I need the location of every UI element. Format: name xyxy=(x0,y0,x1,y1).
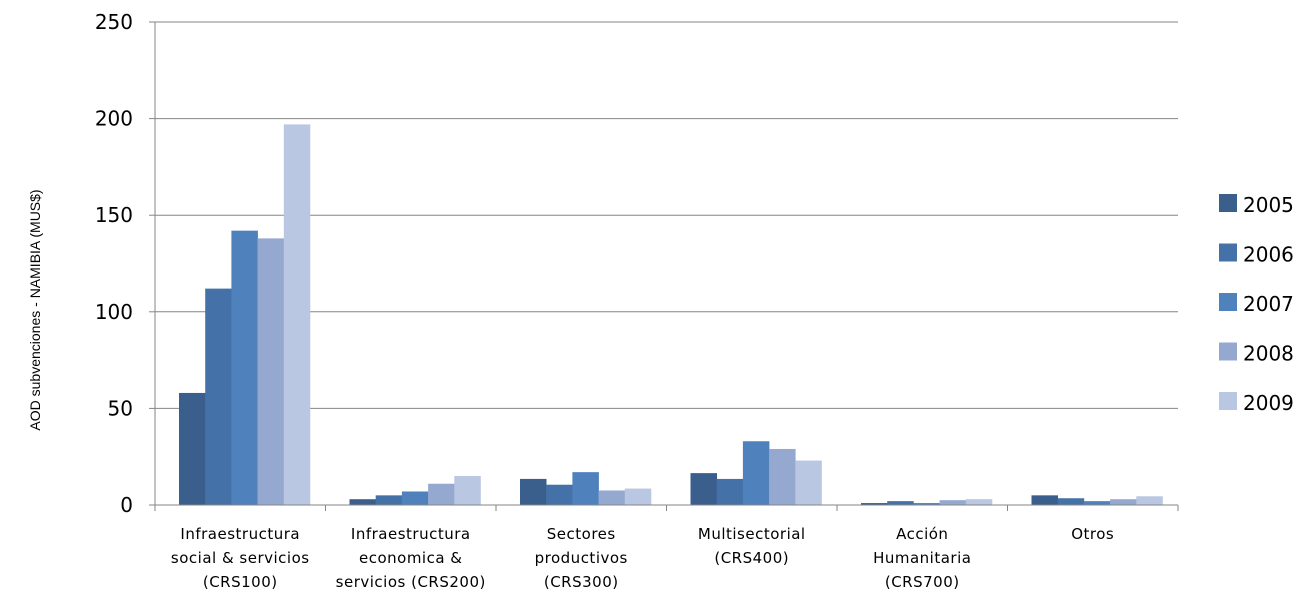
x-category-labels: Infraestructura social & servicios (CRS100… xyxy=(171,525,1114,591)
bar-2008-1 xyxy=(428,483,455,505)
legend-label-2007: 2007 xyxy=(1243,292,1294,316)
bar-2005-1 xyxy=(349,499,376,505)
bar-2007-3 xyxy=(742,441,770,505)
x-category-label-line: economica & xyxy=(359,549,463,567)
x-category-label-line: social & servicios xyxy=(171,549,310,567)
bar-2009-2 xyxy=(624,488,652,505)
bar-2008-2 xyxy=(598,490,626,505)
bar-2007-4 xyxy=(913,503,940,505)
bar-2008-0 xyxy=(257,238,285,505)
x-category-label: Infraestructura economica & servicios (CRS… xyxy=(336,525,486,591)
x-category-label: Multisectorial (CRS400) xyxy=(698,525,806,567)
legend-label-2006: 2006 xyxy=(1243,243,1294,267)
x-category-label: Infraestructura social & servicios (CRS100… xyxy=(171,525,310,591)
gridlines xyxy=(155,21,1178,409)
x-category-label-line: Sectores xyxy=(547,525,616,543)
bar-2007-2 xyxy=(572,472,599,505)
axes xyxy=(149,21,1179,511)
x-category-label: Sectores productivos (CRS300) xyxy=(535,525,628,591)
legend-swatch-2006 xyxy=(1219,243,1237,262)
bar-2005-5 xyxy=(1031,495,1058,505)
bar-2005-4 xyxy=(861,503,888,505)
y-tick-label: 250 xyxy=(95,10,133,34)
y-tick-label: 200 xyxy=(95,107,133,131)
legend-label-2009: 2009 xyxy=(1243,391,1294,415)
x-category-label-line: Humanitaria xyxy=(873,549,971,567)
bar-2009-3 xyxy=(795,460,822,505)
x-category-label-line: servicios (CRS200) xyxy=(336,573,486,591)
bar-2009-1 xyxy=(454,476,481,505)
x-category-label: Acción Humanitaria (CRS700) xyxy=(873,525,971,591)
bar-2008-3 xyxy=(769,448,796,505)
bar-2005-2 xyxy=(520,478,547,505)
bar-2007-1 xyxy=(401,491,429,505)
legend-swatch-2005 xyxy=(1219,194,1237,212)
x-category-label-line: Acción xyxy=(896,525,948,543)
legend: 2005 2006 2007 2008 2009 xyxy=(1219,193,1294,415)
y-tick-label: 100 xyxy=(95,300,133,324)
x-category-label-line: Otros xyxy=(1071,525,1114,543)
legend-swatch-2009 xyxy=(1219,392,1237,410)
x-category-label-line: productivos xyxy=(535,549,628,567)
y-axis-label: AOD subvenciones - NAMIBIA (MUS$) xyxy=(27,189,43,430)
x-category-label-line: (CRS300) xyxy=(544,573,619,591)
bars xyxy=(179,124,1163,505)
bar-2009-0 xyxy=(283,124,311,505)
bar-2008-5 xyxy=(1110,499,1137,505)
bar-2005-3 xyxy=(690,473,717,505)
x-category-label-line: (CRS100) xyxy=(203,573,278,591)
x-category-label-line: Infraestructura xyxy=(180,525,300,543)
bar-2009-5 xyxy=(1136,496,1163,505)
bar-2006-1 xyxy=(375,495,403,505)
bar-2007-0 xyxy=(231,230,258,505)
bar-2006-3 xyxy=(716,478,744,505)
x-category-label-line: (CRS400) xyxy=(714,549,789,567)
bar-2006-2 xyxy=(546,484,573,505)
legend-swatch-2007 xyxy=(1219,293,1237,311)
bar-2005-0 xyxy=(179,392,206,505)
y-tick-label: 50 xyxy=(108,396,133,420)
bar-2006-0 xyxy=(205,288,232,505)
y-tick-label: 0 xyxy=(120,493,133,517)
x-category-label-line: Infraestructura xyxy=(351,525,471,543)
y-tick-label: 150 xyxy=(95,203,133,227)
x-category-label-line: Multisectorial xyxy=(698,525,806,543)
x-category-label: Otros xyxy=(1071,525,1114,543)
y-tick-labels: 0 50 100 150 200 250 xyxy=(95,10,133,517)
bar-2008-4 xyxy=(939,500,967,505)
legend-swatch-2008 xyxy=(1219,342,1237,361)
legend-label-2008: 2008 xyxy=(1243,342,1294,366)
legend-label-2005: 2005 xyxy=(1243,193,1294,217)
bar-2006-5 xyxy=(1057,498,1085,505)
bar-2006-4 xyxy=(887,501,914,505)
bar-2007-5 xyxy=(1083,501,1111,505)
bar-2009-4 xyxy=(965,499,993,505)
x-category-label-line: (CRS700) xyxy=(885,573,960,591)
